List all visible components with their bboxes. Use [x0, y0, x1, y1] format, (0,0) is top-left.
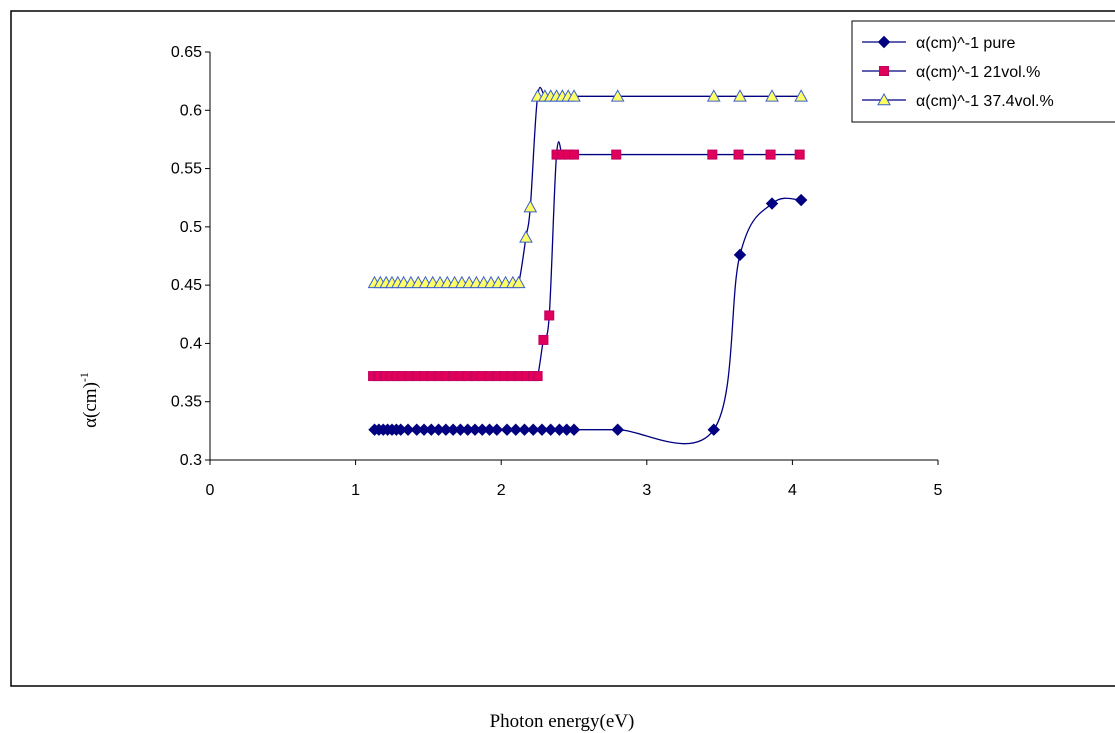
data-point: [401, 423, 415, 436]
data-point: [509, 423, 522, 436]
data-point: [523, 200, 538, 213]
y-tick-label: 0.6: [180, 102, 202, 119]
x-tick-label: 4: [788, 482, 797, 499]
data-point: [765, 89, 779, 102]
x-tick-label: 1: [351, 482, 360, 499]
data-point: [765, 149, 776, 160]
x-axis-label: Photon energy(eV): [490, 711, 635, 732]
y-axis-label-superscript: -1: [77, 372, 91, 382]
data-point: [733, 149, 744, 160]
data-point: [567, 423, 581, 436]
data-point: [707, 423, 720, 436]
y-tick-label: 0.65: [171, 44, 202, 61]
y-tick-label: 0.35: [171, 394, 202, 411]
x-tick-label: 0: [206, 482, 215, 499]
y-tick-label: 0.5: [180, 219, 202, 236]
data-point: [490, 423, 504, 436]
data-point: [733, 89, 747, 102]
data-point: [794, 149, 805, 160]
data-point: [544, 310, 555, 321]
legend-marker: [877, 92, 891, 106]
series-layer: [367, 86, 808, 445]
series-triangle: [367, 86, 808, 289]
legend: α(cm)^-1 pure α(cm)^-1 21vol.% α(cm)^-1 37…: [851, 20, 1115, 123]
y-axis-label: α(cm)-1: [77, 372, 101, 428]
y-tick-label: 0.3: [180, 452, 202, 469]
legend-marker: [877, 35, 891, 49]
data-point: [535, 423, 549, 436]
data-point: [500, 423, 514, 436]
legend-label: α(cm)^-1 pure: [916, 35, 1016, 52]
axes: 0.3 0.35 0.4 0.45 0.5 0.55 0.6 0.65 0 1 2 3 4 5: [171, 44, 943, 499]
legend-label: α(cm)^-1 21vol.%: [916, 64, 1040, 81]
y-tick-label: 0.55: [171, 161, 202, 178]
data-point: [611, 423, 624, 436]
data-point: [527, 423, 540, 436]
data-point: [567, 89, 581, 102]
data-point: [569, 149, 579, 160]
y-tick-label: 0.45: [171, 277, 202, 294]
y-axis-label-main: α(cm): [80, 382, 101, 428]
data-point: [518, 423, 531, 436]
x-tick-label: 2: [497, 482, 506, 499]
series-square: [368, 141, 805, 382]
data-point: [794, 89, 808, 102]
legend-marker: [879, 66, 889, 76]
data-point: [765, 197, 779, 210]
y-tick-label: 0.4: [180, 335, 202, 352]
x-tick-label: 3: [642, 482, 651, 499]
data-point: [611, 149, 622, 160]
legend-label: α(cm)^-1 37.4vol.%: [916, 93, 1054, 110]
data-point: [733, 248, 747, 262]
data-point: [538, 334, 549, 345]
data-point: [794, 193, 808, 207]
data-point: [707, 149, 718, 160]
data-point: [519, 230, 533, 243]
data-point: [610, 89, 625, 102]
data-point: [532, 371, 543, 382]
data-point: [544, 423, 557, 436]
data-point: [706, 89, 721, 102]
chart-area-border: [10, 10, 1115, 687]
x-tick-label: 5: [934, 482, 943, 499]
series-diamond: [368, 193, 808, 445]
data-point: [511, 275, 526, 289]
